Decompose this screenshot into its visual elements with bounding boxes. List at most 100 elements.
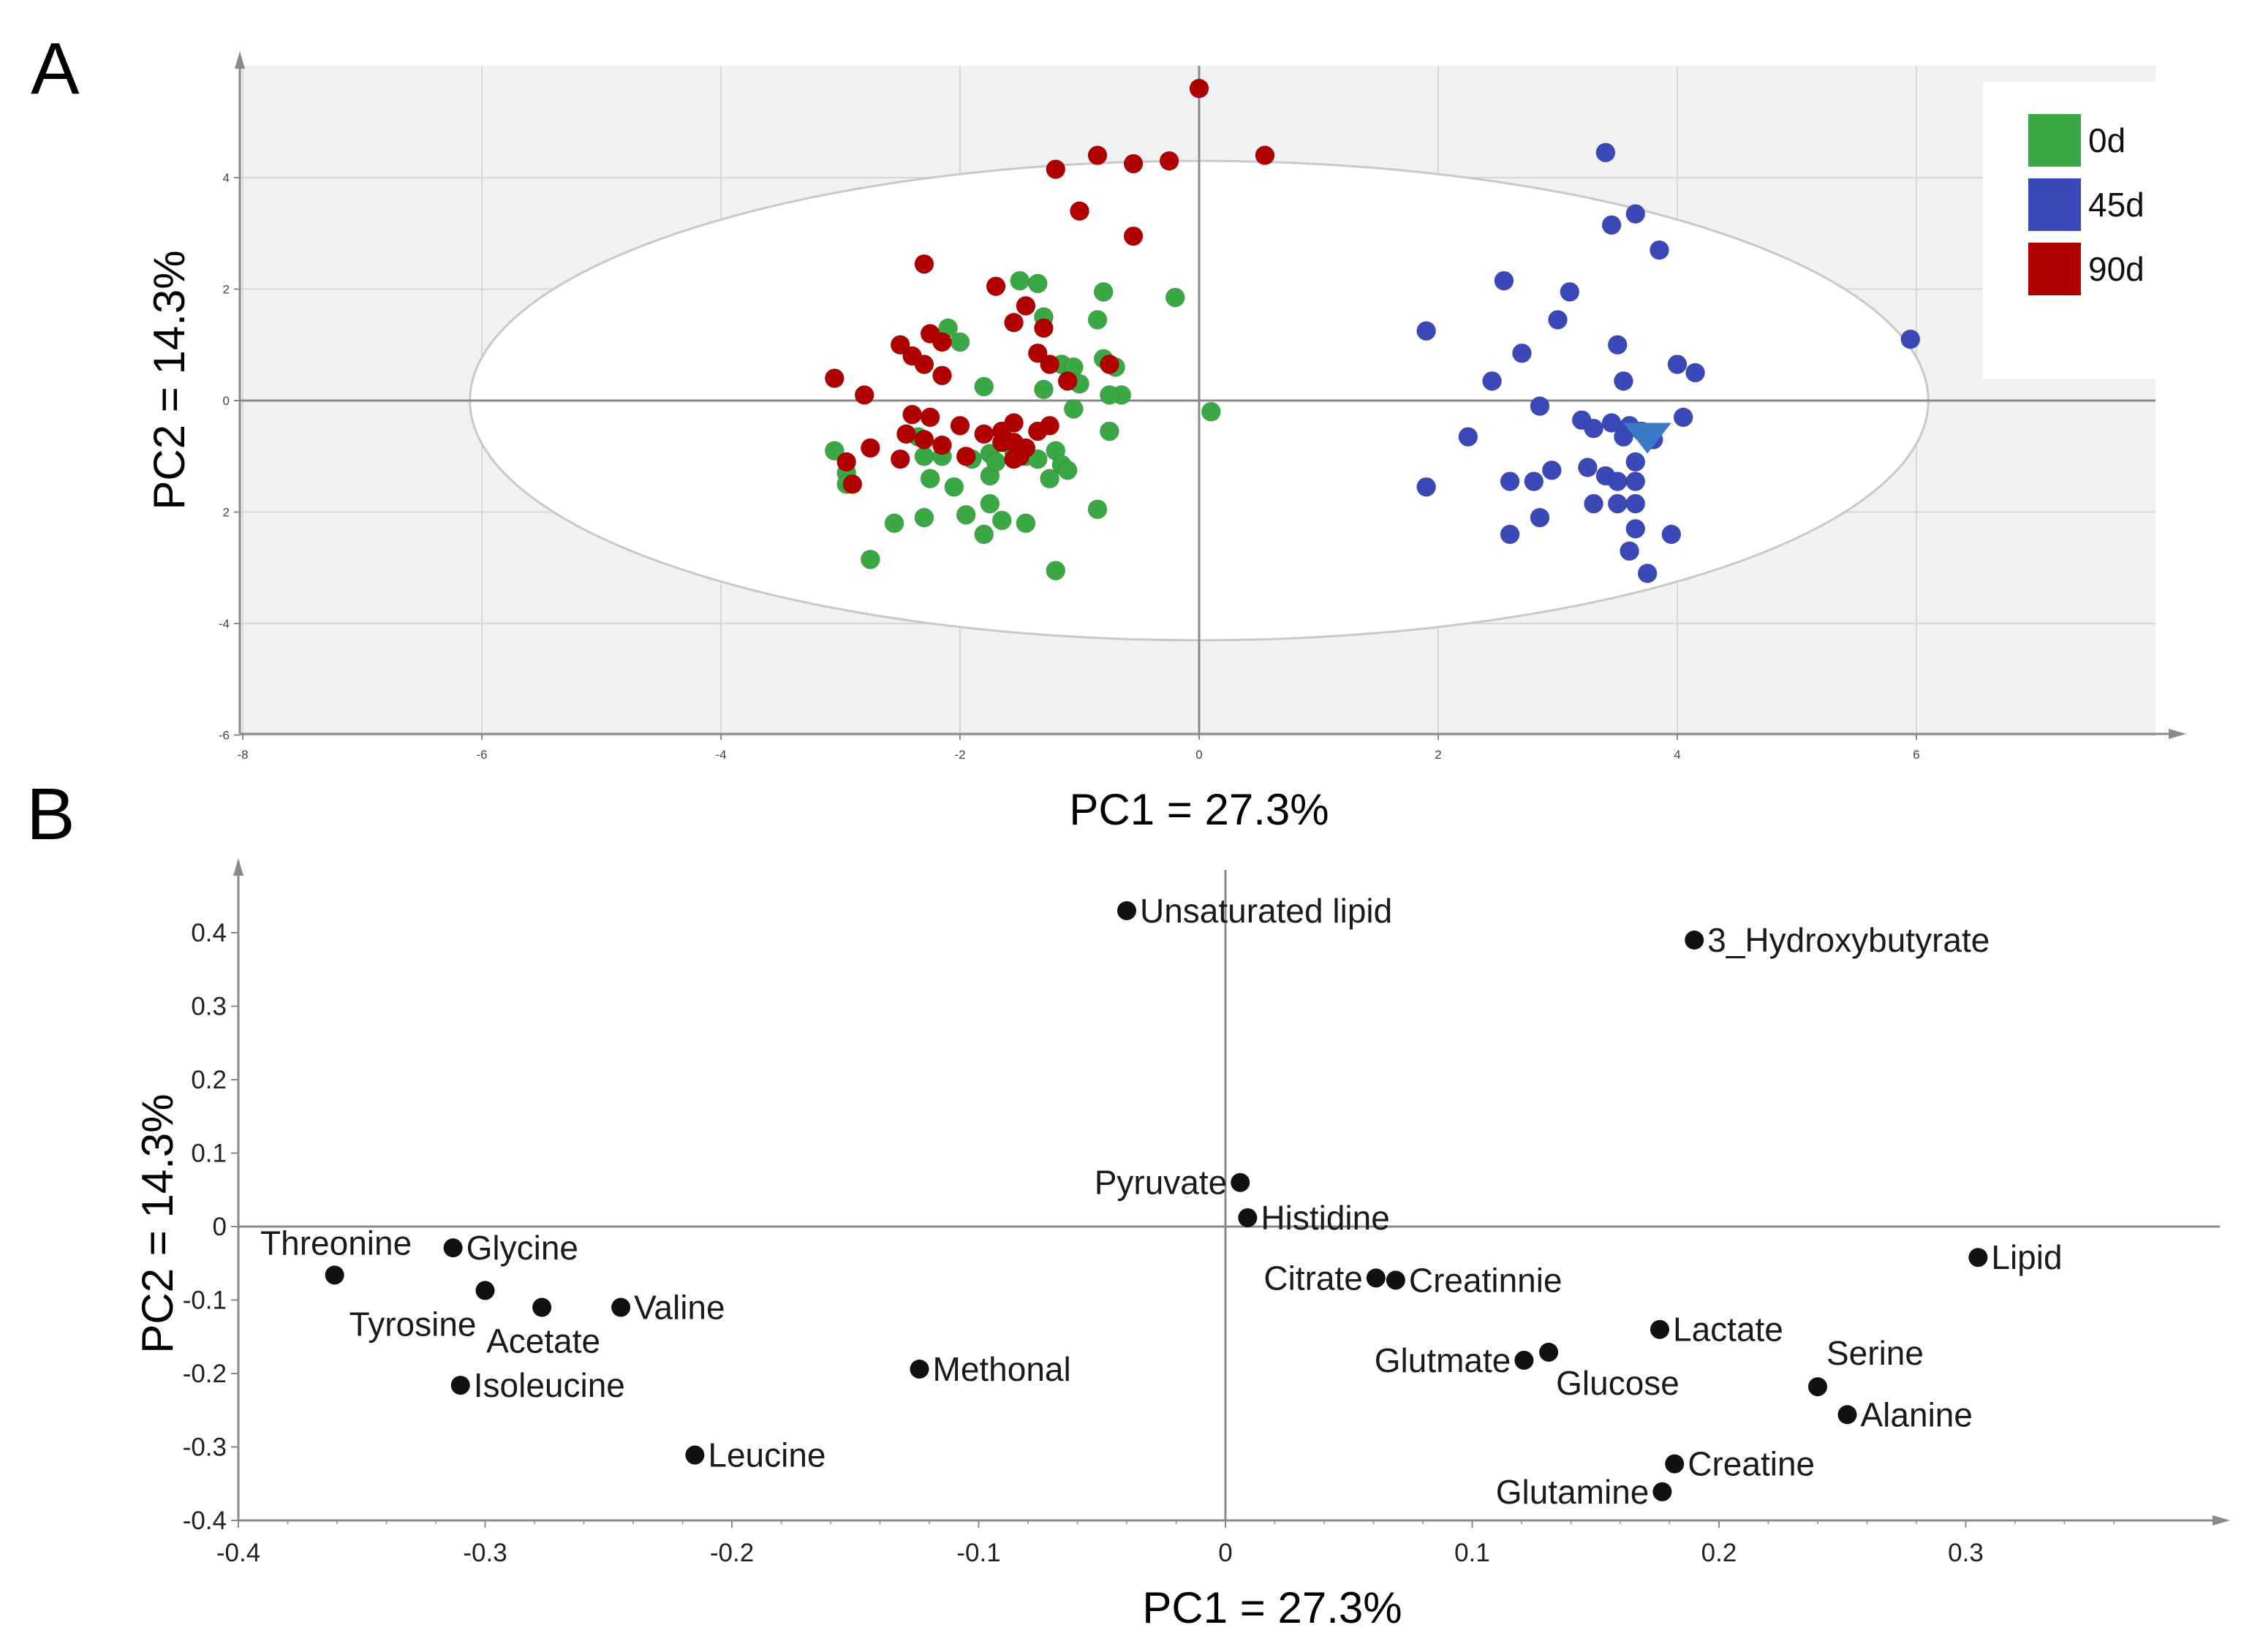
data-point-0d [974, 376, 994, 397]
loading-label: Glutamine [1496, 1473, 1650, 1511]
data-point-45d [1500, 471, 1520, 492]
x-tick-label: -0.4 [216, 1539, 260, 1567]
data-point-90d [1016, 295, 1036, 316]
loading-plot-points: Unsaturated lipid 3_Hydroxybutyrate Pyruva… [260, 892, 2063, 1511]
legend-swatch-90d [2028, 243, 2081, 295]
data-point-0d [914, 507, 934, 528]
data-point-90d [896, 424, 916, 444]
loading-label: Citrate [1263, 1259, 1362, 1297]
legend-swatch-45d [2028, 178, 2081, 231]
loading-point [532, 1297, 552, 1317]
data-point-90d [1255, 145, 1275, 165]
loading-label: Glucose [1556, 1364, 1679, 1402]
loading-point [1514, 1350, 1534, 1370]
data-point-45d [1649, 240, 1669, 260]
marker-arrow [1623, 423, 1671, 454]
legend-label-45d: 45d [2088, 186, 2145, 224]
data-point-45d [1530, 396, 1550, 417]
data-point-90d [950, 415, 970, 436]
data-point-90d [956, 446, 976, 466]
data-point-45d [1530, 507, 1550, 528]
x-tick-label: -2 [954, 748, 965, 762]
loading-point [443, 1238, 463, 1258]
loading-point [450, 1376, 470, 1395]
y-tick-label: -0.3 [183, 1433, 227, 1462]
data-point-45d [1416, 321, 1437, 341]
data-point-0d [1087, 499, 1108, 520]
data-point-45d [1541, 460, 1562, 480]
loading-label: Alanine [1861, 1395, 1973, 1433]
data-point-45d [1625, 452, 1646, 472]
panel-a-pca-score-plot: A -8 -6 -4 -2 0 2 4 6 4 2 0 2 -4 -6 PC1 = 27.3% PC2 =… [31, 28, 2186, 834]
y-tick-label: 2 [223, 506, 230, 520]
x-tick-label: -6 [476, 748, 487, 762]
loading-plot-x-axis-label: PC1 = 27.3% [1142, 1583, 1402, 1632]
y-tick-label: -0.4 [183, 1507, 227, 1535]
data-point-0d [1010, 270, 1030, 291]
loading-label: Pyruvate [1095, 1164, 1228, 1202]
data-point-45d [1511, 343, 1532, 363]
loading-label: Tyrosine [349, 1305, 477, 1343]
data-point-0d [986, 452, 1006, 472]
data-point-45d [1607, 493, 1628, 514]
y-tick-label: -6 [219, 729, 230, 743]
data-point-0d [914, 446, 934, 466]
legend-swatch-0d [2028, 114, 2081, 167]
data-point-45d [1601, 215, 1622, 235]
data-point-45d [1900, 329, 1921, 349]
data-point-45d [1548, 309, 1568, 330]
x-tick-label: -4 [715, 748, 726, 762]
data-point-90d [932, 435, 952, 455]
x-tick-label: 4 [1674, 748, 1680, 762]
data-point-0d [884, 513, 904, 534]
data-point-45d [1625, 471, 1646, 492]
y-tick-label: 0 [223, 394, 230, 408]
data-point-90d [890, 449, 910, 469]
y-tick-label: 0.3 [191, 993, 227, 1021]
data-point-45d [1416, 477, 1437, 497]
score-plot-legend: 0d 45d 90d [1983, 82, 2158, 379]
data-point-45d [1500, 524, 1520, 545]
data-point-90d [1123, 154, 1144, 174]
loading-point [1366, 1268, 1386, 1288]
loading-point [475, 1281, 495, 1300]
data-point-45d [1613, 371, 1633, 391]
data-point-45d [1560, 281, 1580, 302]
data-point-90d [890, 335, 910, 355]
loading-point [1231, 1172, 1250, 1192]
data-point-90d [1027, 343, 1048, 363]
data-point-0d [1057, 460, 1078, 480]
data-point-0d [950, 332, 970, 352]
loading-point [1650, 1319, 1669, 1339]
data-point-0d [1046, 561, 1066, 581]
score-plot-axes [235, 51, 2186, 739]
data-point-0d [956, 504, 976, 525]
data-point-0d [1016, 513, 1036, 534]
loading-plot-y-axis-label: PC2 = 14.3% [133, 1094, 182, 1353]
data-point-90d [932, 365, 952, 386]
data-point-90d [1159, 151, 1179, 171]
score-plot-y-axis-label: PC2 = 14.3% [145, 250, 194, 509]
x-tick-label: 2 [1435, 748, 1441, 762]
data-point-90d [1189, 78, 1209, 99]
data-point-0d [1165, 287, 1185, 308]
x-tick-label: 0 [1195, 748, 1202, 762]
y-tick-label: 0.1 [191, 1140, 227, 1168]
data-point-45d [1637, 563, 1658, 583]
y-tick-label: -4 [219, 617, 230, 631]
loading-label: Lipid [1991, 1238, 2062, 1276]
data-point-0d [1087, 309, 1108, 330]
loading-point [1808, 1377, 1827, 1397]
data-point-45d [1625, 204, 1646, 224]
loading-plot-ticks: -0.4 -0.3 -0.2 -0.1 0 0.1 0.2 0.3 0.4 0.3 0.2 0.1 0 -… [183, 919, 2115, 1567]
panel-letter-b: B [26, 773, 75, 855]
data-point-90d [836, 452, 857, 472]
loading-plot-axes [233, 858, 2230, 1526]
loading-label: Threonine [260, 1224, 412, 1262]
data-point-0d [1027, 273, 1048, 294]
data-point-90d [854, 384, 874, 405]
x-tick-label: -0.1 [956, 1539, 1000, 1567]
data-point-0d [1099, 421, 1119, 442]
x-tick-label: 0.1 [1454, 1539, 1490, 1567]
y-tick-label: 0.4 [191, 919, 227, 947]
